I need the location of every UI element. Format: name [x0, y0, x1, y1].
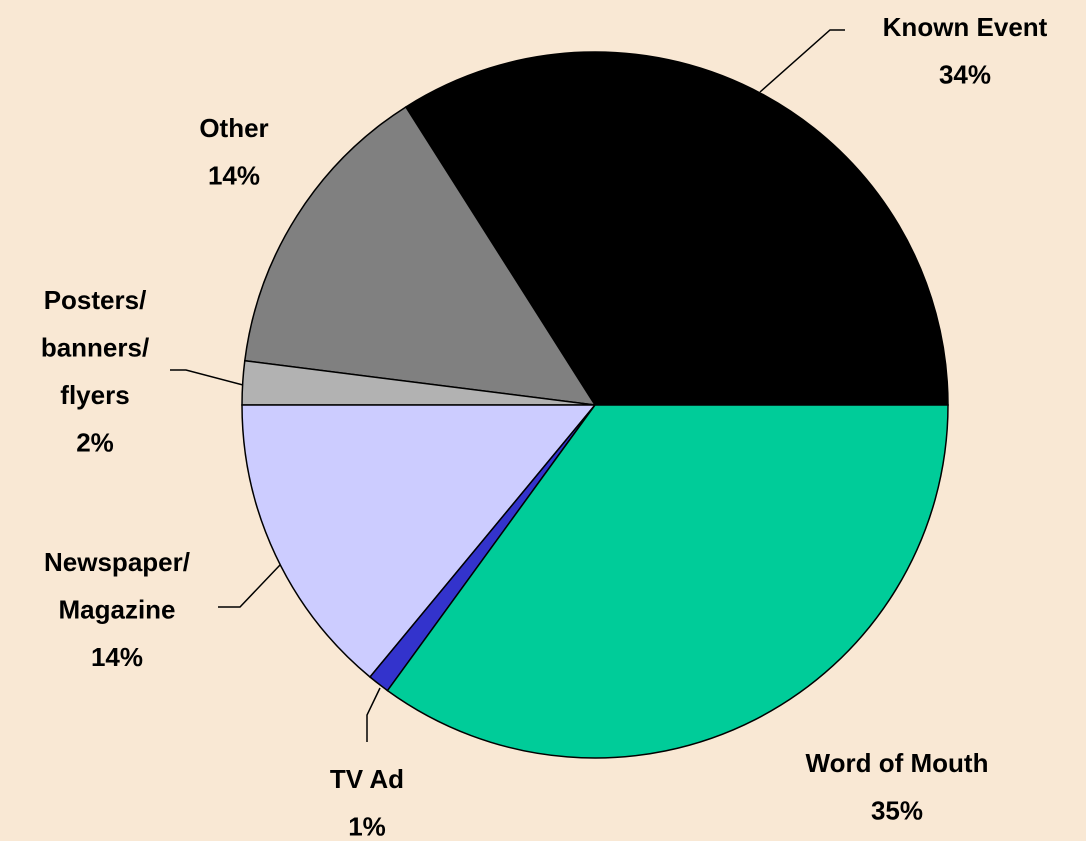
slice-value-label: 14% — [208, 161, 260, 191]
slice-value-label: 34% — [939, 60, 991, 90]
slice-value-label: 2% — [76, 428, 114, 458]
slice-value-label: 1% — [348, 812, 386, 841]
pie-slice — [386, 404, 949, 759]
leader-line — [218, 564, 281, 608]
slice-label: Posters/banners/flyers — [41, 285, 149, 410]
pie-slice — [243, 105, 597, 406]
leader-line — [366, 687, 381, 742]
slice-label: Word of Mouth — [806, 748, 989, 778]
leader-line — [170, 369, 244, 386]
slice-label: TV Ad — [330, 764, 404, 794]
slice-value-label: 14% — [91, 642, 143, 672]
pie-slice — [241, 404, 597, 679]
pie-slice — [404, 51, 949, 406]
slice-label: Other — [199, 113, 268, 143]
slice-value-label: 35% — [871, 796, 923, 826]
slice-label: Newspaper/Magazine — [44, 547, 190, 625]
slice-label: Known Event — [883, 12, 1048, 42]
leader-line — [759, 29, 845, 93]
